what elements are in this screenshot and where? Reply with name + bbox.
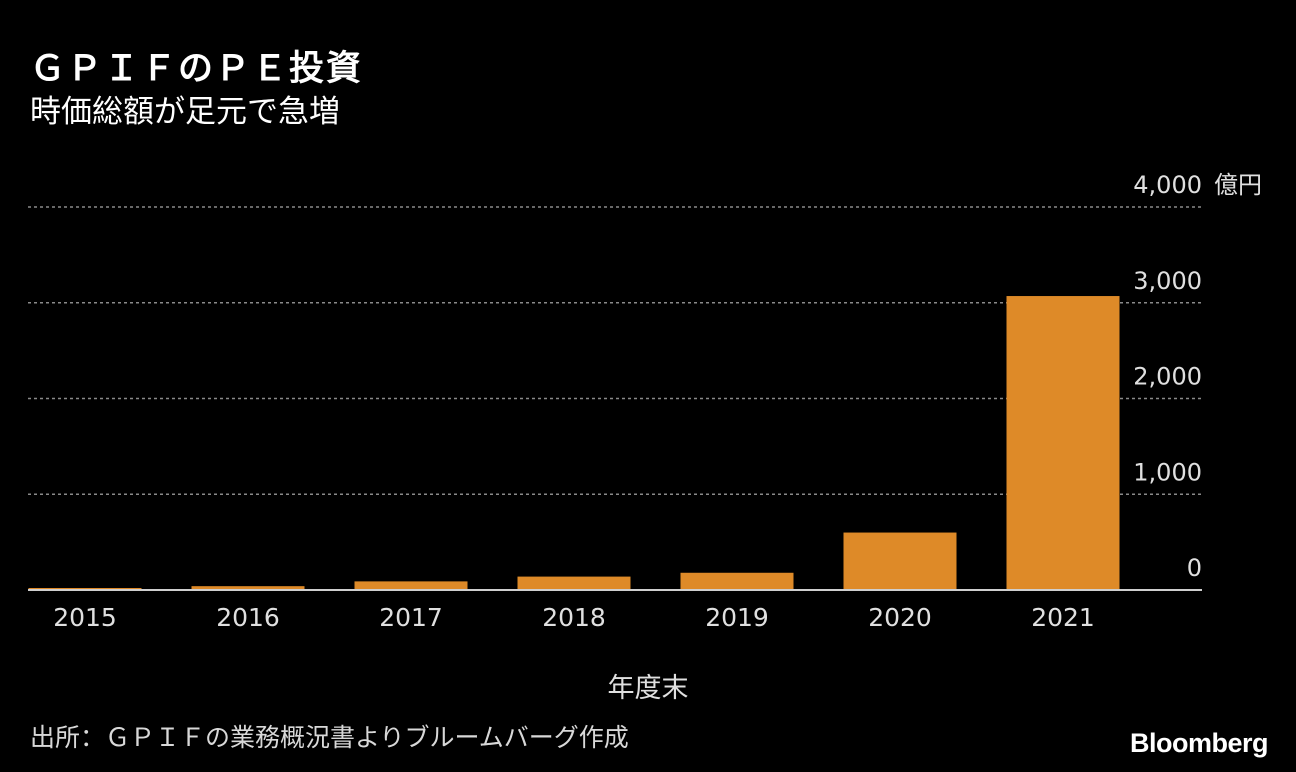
- bar-2020: [843, 532, 957, 590]
- bar-2021: [1006, 296, 1120, 590]
- grid-lines: [28, 206, 1202, 495]
- chart-title: ＧＰＩＦのＰＥ投資: [30, 49, 364, 89]
- y-tick-label: 3,000: [1133, 267, 1202, 295]
- x-tick-label: 2016: [216, 603, 280, 632]
- bar-chart: 0 1,000 2,000 3,000 4,000 億円 2015 2016 2017 2018 2…: [28, 171, 1262, 632]
- bars: [28, 296, 1120, 590]
- x-tick-label: 2021: [1031, 603, 1095, 632]
- x-tick-label: 2020: [868, 603, 932, 632]
- axes: 0 1,000 2,000 3,000 4,000 億円 2015 2016 2017 2018 2…: [28, 171, 1262, 632]
- x-axis-title: 年度末: [607, 673, 689, 704]
- source-note: 出所：ＧＰＩＦの業務概況書よりブルームバーグ作成: [30, 723, 629, 752]
- bar-2018: [517, 576, 631, 590]
- x-tick-label: 2017: [379, 603, 443, 632]
- y-tick-label: 4,000: [1133, 171, 1202, 199]
- x-tick-label: 2015: [53, 603, 117, 632]
- y-tick-label: 2,000: [1133, 363, 1202, 391]
- bar-2017: [354, 581, 468, 590]
- bloomberg-logo: Bloomberg: [1129, 728, 1269, 758]
- bar-2019: [680, 572, 794, 590]
- x-tick-label: 2018: [542, 603, 606, 632]
- y-tick-label: 1,000: [1133, 458, 1202, 486]
- x-tick-label: 2019: [705, 603, 769, 632]
- y-tick-label: 0: [1187, 554, 1202, 582]
- y-unit-label: 億円: [1214, 171, 1262, 199]
- chart-subtitle: 時価総額が足元で急増: [30, 94, 340, 130]
- bar-2016: [191, 586, 305, 590]
